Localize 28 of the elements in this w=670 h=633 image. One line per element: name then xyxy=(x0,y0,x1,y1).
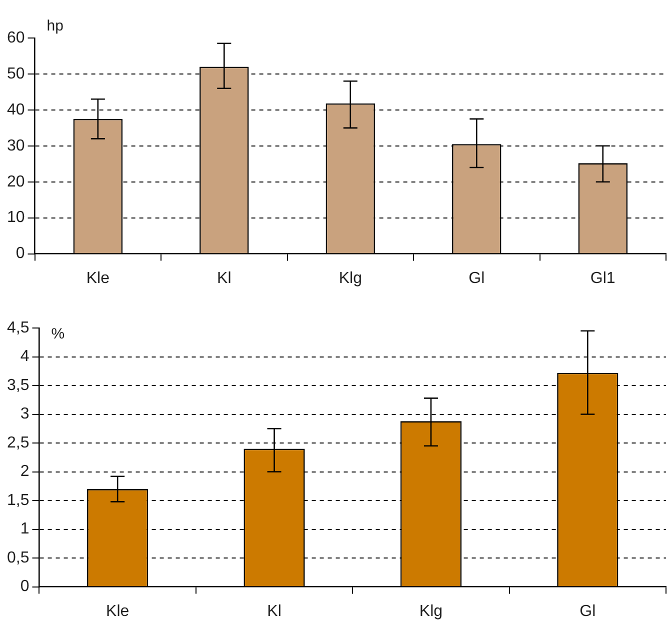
x-tick-label: Kl xyxy=(267,602,282,620)
x-tick-label: Gl1 xyxy=(590,270,616,287)
y-tick-label: 30 xyxy=(7,137,25,154)
y-tick-label: 50 xyxy=(7,65,25,82)
y-tick-label: 0,5 xyxy=(6,549,30,566)
x-tick-label: Gl xyxy=(580,602,596,620)
y-tick-label: 1,5 xyxy=(6,492,30,509)
y-tick-label: 4,5 xyxy=(6,319,30,336)
y-tick-label: 3,5 xyxy=(6,376,30,394)
x-tick-label: Kle xyxy=(86,270,110,287)
y-tick-label: 1 xyxy=(20,520,30,538)
y-tick-label: 40 xyxy=(7,101,25,118)
y-tick-label: 0 xyxy=(20,578,30,596)
y-tick-label: 20 xyxy=(7,173,25,190)
x-tick-label: Klg xyxy=(338,270,362,287)
y-axis-title: hp xyxy=(46,18,64,35)
x-tick-label: Klg xyxy=(419,602,443,620)
y-tick-label: 60 xyxy=(7,29,25,46)
x-tick-label: Gl xyxy=(468,270,485,287)
y-tick-label: 0 xyxy=(16,245,25,262)
y-tick-label: 2 xyxy=(20,463,30,480)
y-tick-label: 10 xyxy=(7,209,25,226)
x-tick-label: Kle xyxy=(106,602,130,620)
y-axis-title: % xyxy=(51,326,65,343)
x-tick-label: Kl xyxy=(217,270,232,287)
y-tick-label: 3 xyxy=(20,406,30,423)
y-tick-label: 4 xyxy=(20,348,30,366)
y-tick-label: 2,5 xyxy=(6,434,30,452)
